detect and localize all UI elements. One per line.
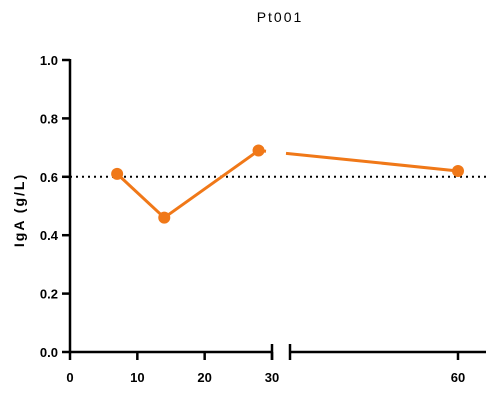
x-tick-label: 20 (197, 370, 211, 385)
y-tick-label: 0.6 (40, 170, 58, 185)
y-tick-label: 0.4 (40, 228, 59, 243)
series-line-segment (163, 149, 260, 219)
x-tick-label: 10 (130, 370, 144, 385)
data-point (158, 211, 171, 224)
x-tick-label: 60 (451, 370, 465, 385)
series-line-segment (285, 151, 459, 173)
y-axis-title: IgA (g/L) (11, 173, 27, 247)
series-line-segment (116, 172, 166, 219)
data-point (111, 167, 124, 180)
y-tick-label: 0.8 (40, 111, 58, 126)
y-tick-label: 1.0 (40, 53, 58, 68)
axes: 0.0 0.2 0.4 0.6 0.8 1.0 0 10 20 30 60 (40, 53, 486, 385)
data-point (452, 164, 464, 177)
x-tick-label: 0 (66, 370, 73, 385)
data-point (252, 144, 265, 157)
y-tick-label: 0.2 (40, 287, 58, 302)
x-tick-label: 30 (265, 370, 279, 385)
chart-title: Pt001 (257, 9, 304, 25)
series-layer (111, 144, 464, 224)
y-tick-label: 0.0 (40, 345, 58, 360)
